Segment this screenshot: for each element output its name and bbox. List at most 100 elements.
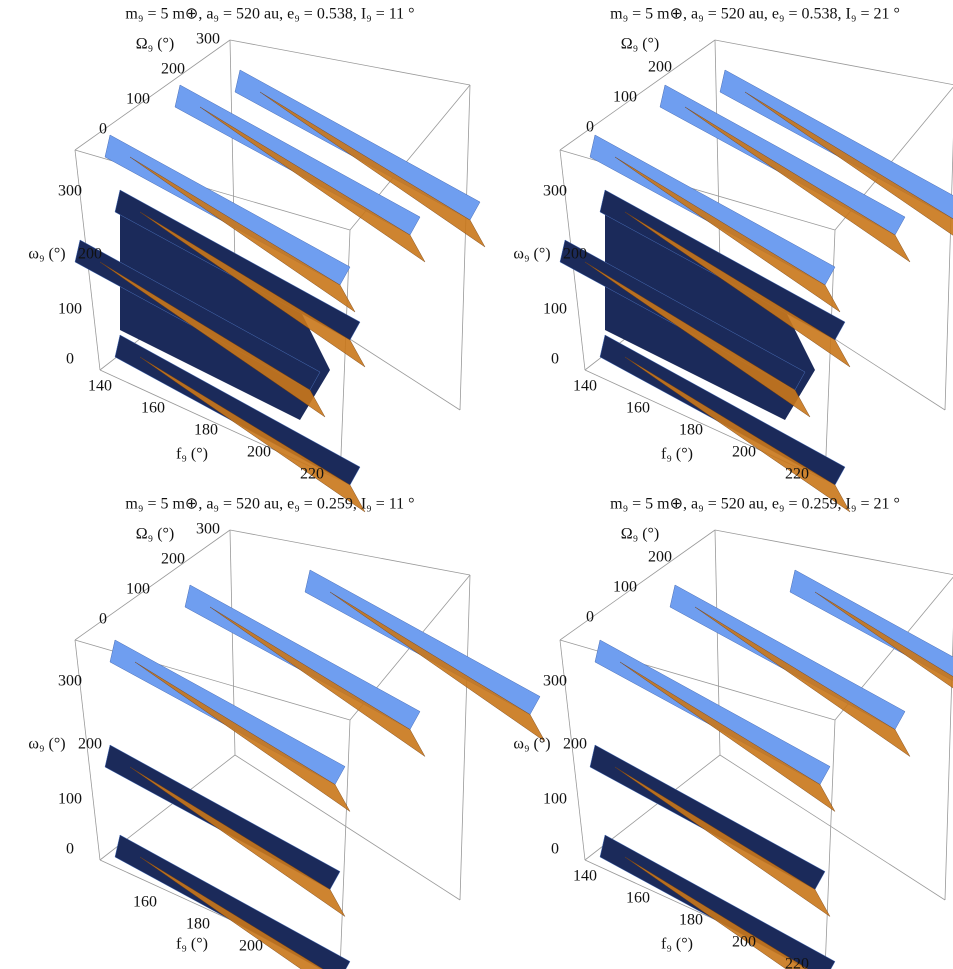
y-tick-label: 200 bbox=[563, 246, 587, 263]
cube-edge bbox=[714, 529, 953, 576]
z-tick-label: 200 bbox=[161, 551, 185, 568]
x-tick-label: 200 bbox=[247, 444, 271, 461]
z-tick-label: 300 bbox=[196, 31, 220, 48]
x-axis-label: f₉ (°) bbox=[176, 446, 208, 463]
y-tick-label: 100 bbox=[543, 301, 567, 318]
y-axis-label: ω₉ (°) bbox=[28, 736, 65, 753]
surface-under bbox=[684, 106, 911, 263]
cube-edge bbox=[944, 626, 953, 901]
x-tick-label: 220 bbox=[785, 466, 809, 483]
surface-under bbox=[259, 91, 486, 248]
surface-top bbox=[114, 834, 351, 969]
x-tick-label: 140 bbox=[88, 378, 112, 395]
cube-edge bbox=[74, 639, 101, 861]
surface-under bbox=[209, 606, 426, 757]
y-tick-label: 300 bbox=[543, 673, 567, 690]
surface-under bbox=[619, 661, 836, 812]
cube-edge bbox=[74, 39, 231, 151]
y-tick-label: 0 bbox=[551, 351, 559, 368]
surface-under bbox=[584, 261, 811, 418]
x-tick-label: 220 bbox=[300, 466, 324, 483]
x-tick-label: 220 bbox=[785, 956, 809, 969]
cube-edge bbox=[714, 39, 953, 86]
panel: m₉ = 5 m⊕, a₉ = 520 au, e₉ = 0.259, I₉ =… bbox=[28, 496, 546, 969]
x-tick-label: 160 bbox=[141, 400, 165, 417]
cube-edge bbox=[559, 529, 716, 641]
x-axis-label: f₉ (°) bbox=[661, 446, 693, 463]
z-axis-label: Ω₉ (°) bbox=[621, 36, 660, 53]
z-tick-label: 0 bbox=[586, 609, 594, 626]
x-tick-label: 160 bbox=[626, 890, 650, 907]
y-tick-label: 300 bbox=[543, 183, 567, 200]
surface-under bbox=[614, 766, 831, 917]
y-axis-label: ω₉ (°) bbox=[513, 736, 550, 753]
x-tick-label: 140 bbox=[573, 378, 597, 395]
y-tick-label: 200 bbox=[563, 736, 587, 753]
z-tick-label: 200 bbox=[161, 61, 185, 78]
panel-title: m₉ = 5 m⊕, a₉ = 520 au, e₉ = 0.259, I₉ =… bbox=[125, 496, 414, 513]
panel-title: m₉ = 5 m⊕, a₉ = 520 au, e₉ = 0.259, I₉ =… bbox=[610, 496, 900, 513]
z-tick-label: 200 bbox=[648, 549, 672, 566]
panel-title: m₉ = 5 m⊕, a₉ = 520 au, e₉ = 0.538, I₉ =… bbox=[610, 6, 900, 23]
surface-under bbox=[129, 156, 356, 313]
z-tick-label: 0 bbox=[99, 121, 107, 138]
surface-under bbox=[624, 856, 809, 969]
surface-under bbox=[99, 261, 326, 418]
cube-edge bbox=[944, 136, 953, 411]
cube-edge bbox=[824, 229, 836, 481]
surface-under bbox=[624, 211, 851, 368]
y-tick-label: 200 bbox=[78, 246, 102, 263]
x-tick-label: 180 bbox=[186, 916, 210, 933]
surface-under bbox=[329, 591, 546, 742]
z-tick-label: 200 bbox=[648, 59, 672, 76]
surface-under bbox=[614, 156, 841, 313]
x-tick-label: 200 bbox=[732, 444, 756, 461]
x-tick-label: 160 bbox=[133, 894, 157, 911]
cube-edge bbox=[229, 39, 236, 266]
y-axis-label: ω₉ (°) bbox=[28, 246, 65, 263]
z-tick-label: 0 bbox=[586, 119, 594, 136]
panel: m₉ = 5 m⊕, a₉ = 520 au, e₉ = 0.538, I₉ =… bbox=[513, 6, 953, 513]
x-tick-label: 200 bbox=[239, 938, 263, 955]
surface-under bbox=[139, 211, 366, 368]
y-tick-label: 0 bbox=[551, 841, 559, 858]
x-axis-label: f₉ (°) bbox=[661, 936, 693, 953]
x-tick-label: 200 bbox=[732, 934, 756, 951]
x-tick-label: 160 bbox=[626, 400, 650, 417]
z-tick-label: 100 bbox=[613, 579, 637, 596]
x-tick-label: 180 bbox=[194, 422, 218, 439]
y-tick-label: 300 bbox=[58, 673, 82, 690]
z-tick-label: 300 bbox=[196, 521, 220, 538]
cube-edge bbox=[339, 229, 351, 481]
cube-edge bbox=[459, 574, 471, 901]
y-tick-label: 0 bbox=[66, 841, 74, 858]
surface-under bbox=[139, 356, 366, 513]
z-tick-label: 100 bbox=[126, 581, 150, 598]
z-axis-label: Ω₉ (°) bbox=[136, 526, 175, 543]
cube-edge bbox=[719, 754, 946, 901]
z-tick-label: 100 bbox=[613, 89, 637, 106]
surface-under bbox=[624, 356, 851, 513]
cube-edge bbox=[234, 754, 461, 901]
panel: m₉ = 5 m⊕, a₉ = 520 au, e₉ = 0.259, I₉ =… bbox=[513, 496, 953, 969]
cube-edge bbox=[229, 39, 471, 86]
y-tick-label: 100 bbox=[543, 791, 567, 808]
y-tick-label: 100 bbox=[58, 791, 82, 808]
cube-edge bbox=[714, 39, 721, 266]
y-tick-label: 300 bbox=[58, 183, 82, 200]
panel: m₉ = 5 m⊕, a₉ = 520 au, e₉ = 0.538, I₉ =… bbox=[28, 6, 486, 513]
cube-edge bbox=[339, 719, 351, 969]
surface-under bbox=[199, 106, 426, 263]
cube-edge bbox=[824, 719, 836, 969]
x-tick-label: 180 bbox=[679, 912, 703, 929]
cube-edge bbox=[74, 529, 231, 641]
surface-under bbox=[744, 91, 953, 236]
y-tick-label: 0 bbox=[66, 351, 74, 368]
z-axis-label: Ω₉ (°) bbox=[136, 36, 175, 53]
cube-edge bbox=[559, 39, 716, 151]
x-tick-label: 140 bbox=[573, 868, 597, 885]
z-tick-label: 100 bbox=[126, 91, 150, 108]
surface-under bbox=[129, 766, 346, 917]
x-axis-label: f₉ (°) bbox=[176, 936, 208, 953]
y-axis-label: ω₉ (°) bbox=[513, 246, 550, 263]
